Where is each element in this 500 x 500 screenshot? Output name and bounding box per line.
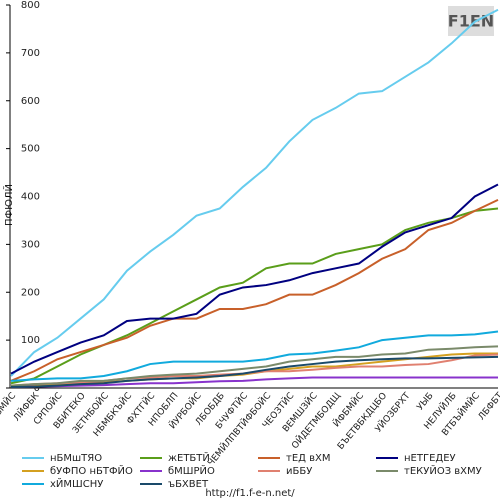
y-tick-label: 0 [34, 383, 40, 394]
footer: http://f1.f-e-n.net/ [205, 488, 295, 499]
series-line [10, 376, 498, 389]
series-line [10, 345, 499, 387]
legend-label: хЙМШСНУ [50, 477, 103, 490]
legend-label: нБМшТЯО [50, 453, 102, 464]
series-line [10, 207, 499, 385]
legend-label: тЕД вХМ [286, 453, 331, 464]
y-tick-label: 700 [21, 48, 40, 59]
legend-label: тЕКУЙОЗ вХМУ [404, 464, 482, 477]
y-tick-label: 300 [21, 239, 40, 250]
legend-label: нЕТГЕДЕУ [404, 453, 456, 464]
y-tick-label: 800 [21, 0, 40, 11]
legend-label: иББУ [286, 466, 312, 477]
series-line [10, 183, 499, 375]
series-line [10, 198, 499, 382]
legend-label: бУФПО нБТФЙО [50, 464, 133, 477]
x-tick-label: ЛБФБТ [477, 391, 500, 423]
series-line [10, 355, 499, 389]
x-tick-label: УЫБ [415, 391, 435, 412]
logo-box [448, 6, 494, 36]
series-line [10, 8, 499, 377]
y-tick-label: 600 [21, 96, 40, 107]
y-tick-label: 200 [21, 287, 40, 298]
y-tick-label: 500 [21, 144, 40, 155]
legend-label: бМШРЙО [168, 464, 215, 477]
legend-label: ъБХВЕТ [168, 479, 209, 490]
legend-label: жЕТБТЙ [168, 451, 210, 464]
y-tick-label: 400 [21, 192, 40, 203]
logo: F1EN [448, 12, 494, 31]
y-axis-label: ПФЮЛЙ [2, 184, 15, 226]
y-tick-label: 100 [21, 335, 40, 346]
series-line [10, 330, 499, 382]
